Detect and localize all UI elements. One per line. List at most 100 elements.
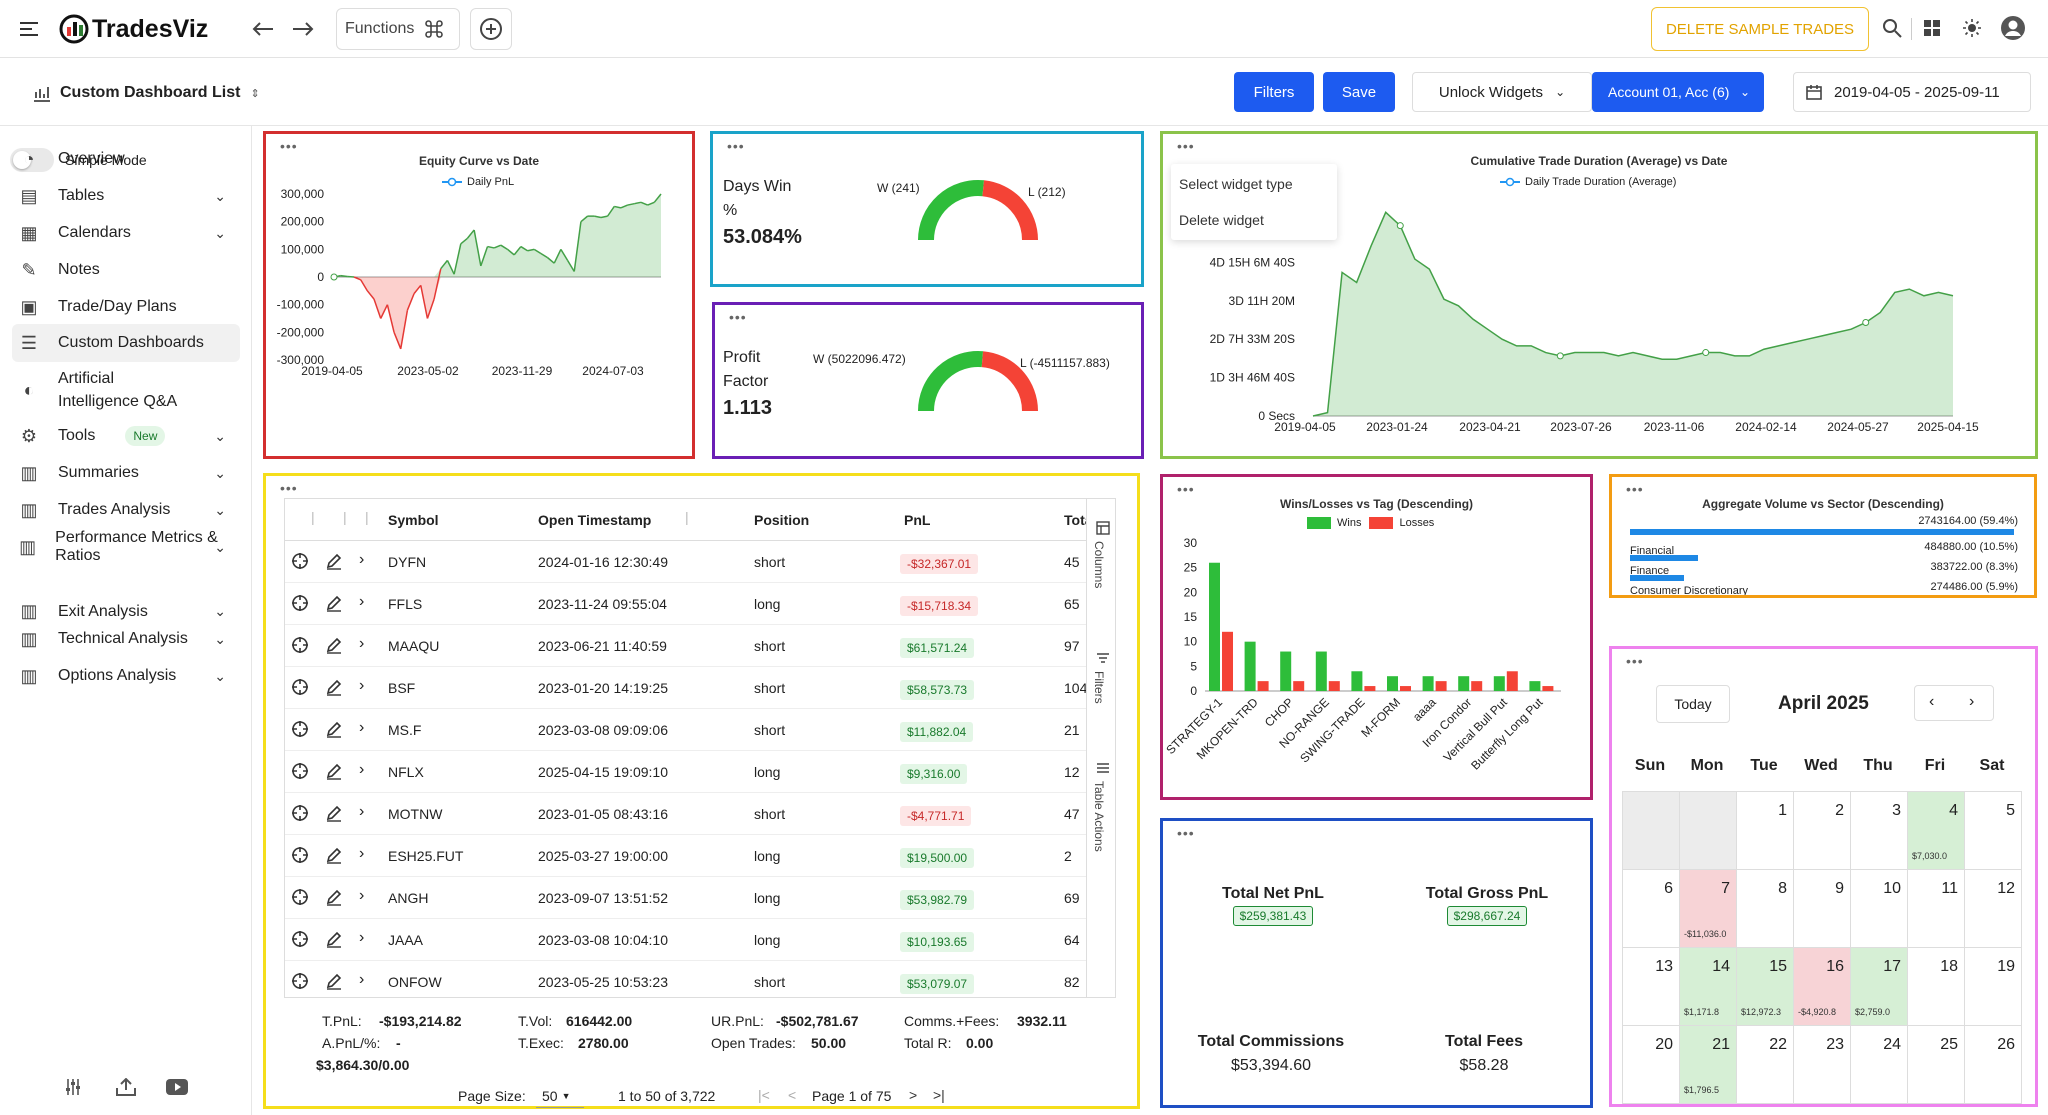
table-row[interactable]: › MAAQU 2023-06-21 11:40:59 short $61,571.24… xyxy=(285,625,1105,667)
sidebar-item-overview[interactable]: ◔ Overview xyxy=(12,140,240,178)
table-row[interactable]: › FFLS 2023-11-24 09:55:04 long -$15,718.34 6… xyxy=(285,583,1105,625)
edit-pencil-icon[interactable] xyxy=(325,678,343,699)
sidebar-item-artificial-intelligence-q-a[interactable]: ◐ Artificial Intelligence Q&A xyxy=(12,362,240,418)
upload-icon[interactable] xyxy=(113,1074,139,1100)
forward-arrow-icon[interactable] xyxy=(288,14,318,44)
expand-chevron-icon[interactable]: › xyxy=(359,803,365,820)
today-button[interactable]: Today xyxy=(1656,685,1730,723)
sidebar-item-notes[interactable]: ✎ Notes xyxy=(12,251,240,289)
calendar-day-cell[interactable]: 4 $7,030.0 xyxy=(1908,792,1965,870)
expand-chevron-icon[interactable]: › xyxy=(359,887,365,904)
expand-chevron-icon[interactable]: › xyxy=(359,761,365,778)
youtube-icon[interactable] xyxy=(164,1074,190,1100)
widget-menu-icon[interactable]: ••• xyxy=(1626,481,1644,497)
widget-menu-icon[interactable]: ••• xyxy=(280,480,298,496)
edit-pencil-icon[interactable] xyxy=(325,636,343,657)
sidebar-item-options-analysis[interactable]: ▥ Options Analysis ⌄ xyxy=(12,657,240,695)
edit-pencil-icon[interactable] xyxy=(325,804,343,825)
calendar-day-cell[interactable]: 10 xyxy=(1851,870,1908,948)
calendar-day-cell[interactable]: 20 xyxy=(1623,1026,1680,1104)
user-avatar-icon[interactable] xyxy=(1998,13,2028,43)
target-icon[interactable] xyxy=(291,594,309,615)
account-select[interactable]: Account 01, Acc (6) ⌄ xyxy=(1592,72,1764,112)
sidebar-item-performance-metrics-ratios[interactable]: ▥ Performance Metrics & Ratios ⌄ xyxy=(12,528,240,566)
column-header-position[interactable]: Position xyxy=(754,512,810,528)
unlock-widgets-dropdown[interactable]: Unlock Widgets ⌄ xyxy=(1412,72,1592,112)
filters-button[interactable]: Filters xyxy=(1234,72,1314,112)
expand-chevron-icon[interactable]: › xyxy=(359,971,365,988)
calendar-day-cell[interactable]: 18 xyxy=(1908,948,1965,1026)
last-page-icon[interactable]: >| xyxy=(933,1087,945,1103)
target-icon[interactable] xyxy=(291,678,309,699)
target-icon[interactable] xyxy=(291,846,309,867)
expand-chevron-icon[interactable]: › xyxy=(359,845,365,862)
calendar-day-cell[interactable]: 5 xyxy=(1965,792,2022,870)
search-icon[interactable] xyxy=(1878,14,1906,42)
edit-pencil-icon[interactable] xyxy=(325,594,343,615)
edit-pencil-icon[interactable] xyxy=(325,762,343,783)
next-month-icon[interactable]: › xyxy=(1969,693,1975,710)
expand-chevron-icon[interactable]: › xyxy=(359,677,365,694)
table-actions-tab[interactable]: Table Actions xyxy=(1091,761,1115,881)
page-size-select[interactable]: 50 ▼ xyxy=(536,1084,584,1108)
calendar-day-cell[interactable]: 8 xyxy=(1737,870,1794,948)
calendar-day-cell[interactable]: 12 xyxy=(1965,870,2022,948)
widget-menu-icon[interactable]: ••• xyxy=(1177,138,1195,154)
target-icon[interactable] xyxy=(291,720,309,741)
table-row[interactable]: › ONFOW 2023-05-25 10:53:23 short $53,079.07… xyxy=(285,961,1105,997)
table-row[interactable]: › NFLX 2025-04-15 19:09:10 long $9,316.00 12 xyxy=(285,751,1105,793)
calendar-day-cell[interactable]: 23 xyxy=(1794,1026,1851,1104)
calendar-day-cell[interactable]: 15 $12,972.3 xyxy=(1737,948,1794,1026)
calendar-day-cell[interactable]: 3 xyxy=(1851,792,1908,870)
calendar-day-cell[interactable]: 6 xyxy=(1623,870,1680,948)
columns-tab[interactable]: Columns xyxy=(1091,521,1115,611)
back-arrow-icon[interactable] xyxy=(248,14,278,44)
target-icon[interactable] xyxy=(291,930,309,951)
calendar-day-cell[interactable]: 22 xyxy=(1737,1026,1794,1104)
calendar-day-cell[interactable]: 2 xyxy=(1794,792,1851,870)
calendar-day-cell[interactable]: 7 -$11,036.0 xyxy=(1680,870,1737,948)
sidebar-item-trades-analysis[interactable]: ▥ Trades Analysis ⌄ xyxy=(12,491,240,529)
calendar-day-cell[interactable]: 14 $1,171.8 xyxy=(1680,948,1737,1026)
table-row[interactable]: › BSF 2023-01-20 14:19:25 short $58,573.73 10… xyxy=(285,667,1105,709)
first-page-icon[interactable]: |< xyxy=(758,1087,770,1103)
edit-pencil-icon[interactable] xyxy=(325,972,343,993)
sidebar-item-tools[interactable]: ⚙ Tools New ⌄ xyxy=(12,417,240,455)
table-row[interactable]: › ANGH 2023-09-07 13:51:52 long $53,982.79 69 xyxy=(285,877,1105,919)
apps-grid-icon[interactable] xyxy=(1918,14,1946,42)
save-button[interactable]: Save xyxy=(1323,72,1395,112)
edit-pencil-icon[interactable] xyxy=(325,888,343,909)
app-logo[interactable]: TradesViz xyxy=(58,10,208,48)
expand-chevron-icon[interactable]: › xyxy=(359,551,365,568)
column-header-symbol[interactable]: Symbol xyxy=(388,512,439,528)
table-row[interactable]: › MOTNW 2023-01-05 08:43:16 short -$4,771.71… xyxy=(285,793,1105,835)
date-range-picker[interactable]: 2019-04-05 - 2025-09-11 xyxy=(1793,72,2031,112)
calendar-day-cell[interactable]: 9 xyxy=(1794,870,1851,948)
widget-menu-icon[interactable]: ••• xyxy=(727,138,745,154)
sidebar-item-custom-dashboards[interactable]: ☰ Custom Dashboards xyxy=(12,324,240,362)
calendar-day-cell[interactable]: 25 xyxy=(1908,1026,1965,1104)
simple-mode-toggle[interactable] xyxy=(10,148,54,172)
expand-chevron-icon[interactable]: › xyxy=(359,719,365,736)
widget-menu-icon[interactable]: ••• xyxy=(280,138,298,154)
calendar-day-cell[interactable]: 17 $2,759.0 xyxy=(1851,948,1908,1026)
target-icon[interactable] xyxy=(291,804,309,825)
target-icon[interactable] xyxy=(291,762,309,783)
edit-pencil-icon[interactable] xyxy=(325,930,343,951)
widget-menu-icon[interactable]: ••• xyxy=(1177,481,1195,497)
table-row[interactable]: › JAAA 2023-03-08 10:04:10 long $10,193.65 64 xyxy=(285,919,1105,961)
calendar-day-cell[interactable] xyxy=(1623,792,1680,870)
sidebar-item-tables[interactable]: ▤ Tables ⌄ xyxy=(12,177,240,215)
delete-widget-item[interactable]: Delete widget xyxy=(1179,212,1264,228)
sidebar-item-technical-analysis[interactable]: ▥ Technical Analysis ⌄ xyxy=(12,620,240,658)
widget-menu-icon[interactable]: ••• xyxy=(1626,653,1644,669)
table-row[interactable]: › DYFN 2024-01-16 12:30:49 short -$32,367.01… xyxy=(285,541,1105,583)
calendar-day-cell[interactable]: 24 xyxy=(1851,1026,1908,1104)
filters-tab[interactable]: Filters xyxy=(1091,651,1115,741)
column-header-pnl[interactable]: PnL xyxy=(904,512,931,528)
prev-page-icon[interactable]: < xyxy=(788,1087,797,1103)
expand-chevron-icon[interactable]: › xyxy=(359,929,365,946)
target-icon[interactable] xyxy=(291,972,309,993)
theme-sun-icon[interactable] xyxy=(1958,14,1986,42)
calendar-day-cell[interactable] xyxy=(1680,792,1737,870)
